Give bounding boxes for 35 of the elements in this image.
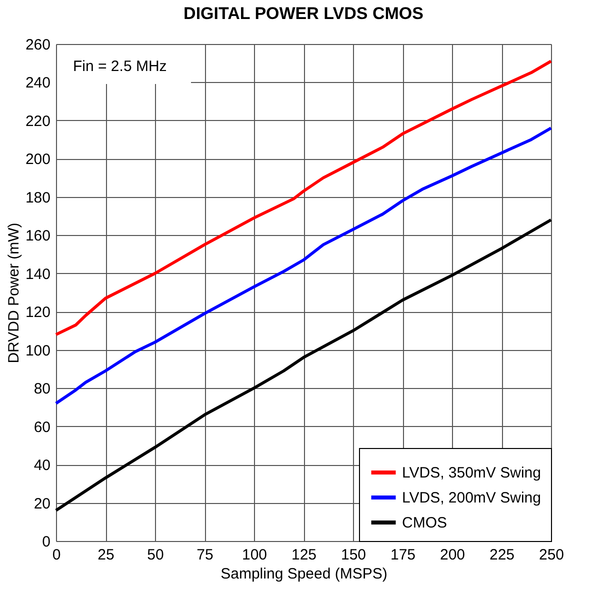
- x-tick-label: 175: [390, 546, 416, 564]
- y-tick-label: 120: [25, 304, 50, 322]
- y-axis-title: DRVDD Power (mW): [5, 222, 22, 364]
- x-tick-label: 125: [291, 546, 317, 564]
- y-tick-label: 200: [25, 151, 50, 168]
- legend-label: CMOS: [402, 514, 447, 532]
- line-series: [54, 218, 552, 512]
- y-tick-label: 220: [25, 112, 50, 130]
- line-series: [54, 60, 552, 336]
- x-axis-title: Sampling Speed (MSPS): [220, 566, 388, 582]
- y-tick-label: 100: [25, 342, 50, 360]
- y-tick-label: 40: [34, 457, 50, 474]
- line-series: [54, 126, 552, 405]
- y-tick-label: 80: [34, 380, 50, 398]
- y-tick-label: 240: [25, 74, 50, 92]
- x-tick-label: 250: [538, 546, 564, 564]
- x-tick-label: 200: [440, 546, 466, 564]
- legend-label: LVDS, 200mV Swing: [402, 490, 541, 506]
- y-tick-label: 20: [34, 495, 50, 512]
- annotation: Fin = 2.5 MHz: [73, 58, 167, 75]
- x-tick-label: 25: [98, 546, 114, 564]
- y-tick-label: 60: [34, 418, 50, 436]
- x-tick-label: 100: [242, 546, 268, 564]
- y-tick-label: 180: [25, 189, 50, 206]
- y-tick-label: 160: [25, 228, 50, 245]
- x-tick-label: 150: [340, 546, 366, 564]
- x-tick-label: 50: [147, 546, 164, 564]
- x-tick-label: 225: [489, 546, 515, 564]
- y-tick-label: 0: [42, 534, 50, 550]
- y-tick-label: 140: [25, 266, 50, 283]
- legend-label: LVDS, 350mV Swing: [402, 464, 541, 482]
- x-tick-label: 75: [196, 546, 214, 564]
- y-tick-label: 260: [25, 36, 50, 54]
- x-tick-label: 0: [52, 546, 61, 564]
- chart-title: DIGITAL POWER LVDS CMOS: [184, 4, 424, 23]
